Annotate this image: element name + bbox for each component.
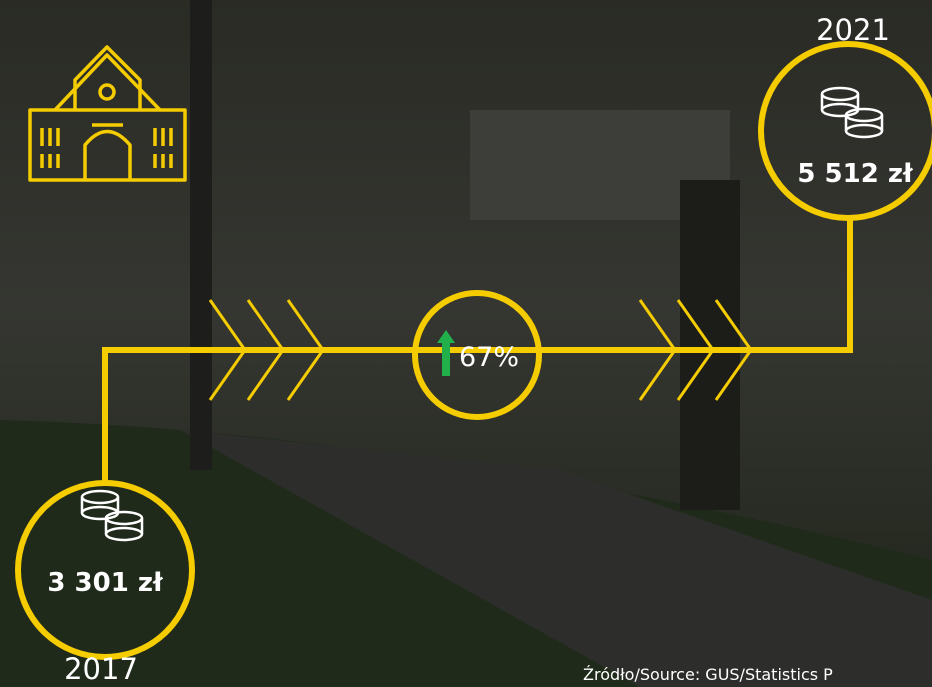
start-year: 2017 [64,652,138,686]
lamp-post [190,0,212,470]
end-year: 2021 [816,13,890,47]
page: 67% 3 301 zł 2017 5 512 zł 2021 Źródło/S… [0,0,932,687]
end-amount: 5 512 zł [797,159,914,189]
infographic: 67% 3 301 zł 2017 5 512 zł 2021 Źródło/S… [0,0,932,687]
change-percent: 67% [459,342,519,373]
start-amount: 3 301 zł [47,568,164,598]
source: Źródło/Source: GUS/Statistics P [583,665,833,684]
